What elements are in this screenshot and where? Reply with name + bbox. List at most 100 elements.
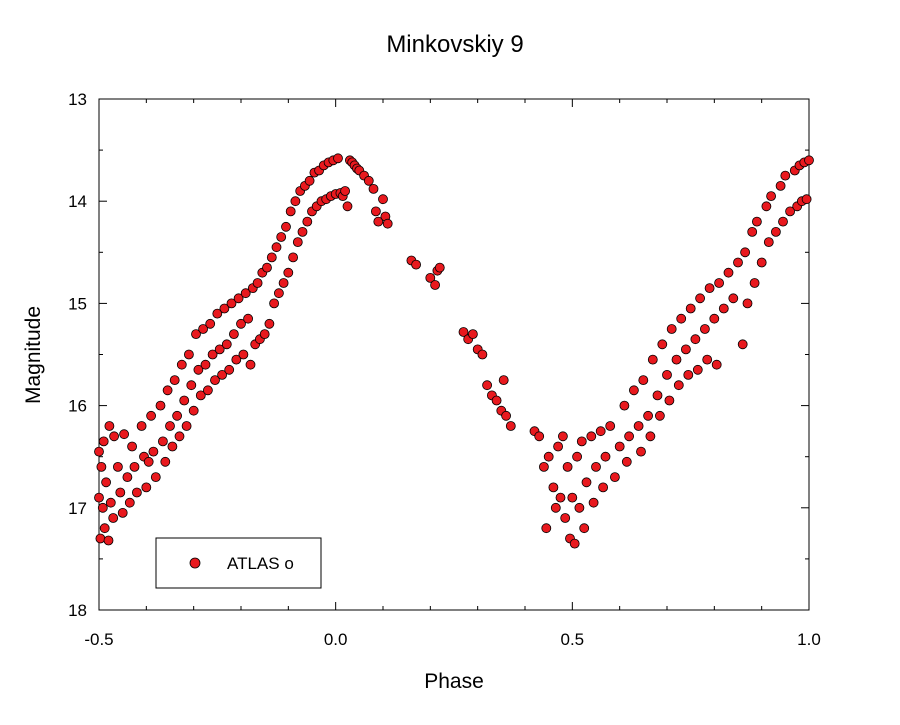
data-point [174, 431, 185, 442]
data-point [718, 303, 729, 314]
data-point [505, 421, 516, 431]
legend: ATLAS o [155, 537, 322, 589]
data-point [105, 497, 116, 508]
data-point [756, 257, 767, 268]
data-point [210, 375, 220, 386]
data-point [477, 349, 488, 360]
data-point [368, 183, 379, 194]
data-point [167, 441, 178, 452]
data-point [647, 354, 658, 365]
data-point [576, 436, 587, 447]
data-point [195, 390, 206, 401]
data-point [198, 324, 209, 334]
data-point [498, 375, 509, 386]
data-point [191, 329, 201, 340]
data-point [752, 216, 762, 227]
legend-marker [189, 557, 201, 569]
data-point [595, 426, 606, 437]
data-point [621, 456, 632, 467]
data-point [266, 252, 277, 263]
chart-title: Minkovskiy 9 [386, 31, 523, 58]
data-point [231, 354, 242, 365]
data-point [605, 421, 616, 431]
data-point [221, 339, 232, 350]
data-point [141, 482, 152, 493]
data-point [600, 451, 611, 462]
data-point [382, 218, 393, 229]
data-point [278, 278, 289, 288]
data-point [124, 497, 135, 508]
data-point [157, 436, 168, 447]
data-point [683, 369, 694, 380]
data-point [200, 359, 211, 370]
y-tick-label: 14 [68, 192, 87, 211]
data-point [723, 267, 734, 278]
data-point [113, 461, 123, 472]
x-tick-label: -0.5 [84, 630, 113, 649]
data-point [804, 155, 814, 166]
data-point [785, 206, 795, 217]
data-point [290, 196, 301, 207]
data-point [240, 288, 251, 299]
data-point [236, 318, 246, 329]
data-point [269, 298, 280, 309]
data-point [728, 293, 739, 304]
data-point [742, 298, 753, 309]
data-point [430, 280, 441, 290]
data-point [778, 216, 788, 227]
data-point [186, 380, 197, 391]
data-point [143, 456, 154, 467]
data-point [127, 441, 138, 452]
data-point [458, 327, 469, 337]
data-point [281, 221, 291, 232]
data-point [217, 369, 228, 380]
data-point [737, 339, 748, 350]
data-point [122, 472, 133, 483]
data-point [681, 344, 691, 355]
data-point [245, 359, 256, 370]
data-point [586, 431, 597, 442]
data-point [183, 349, 194, 360]
data-point [775, 180, 786, 191]
data-point [99, 523, 110, 534]
data-point [212, 308, 223, 319]
axis-ticks: -0.5 0.0 0.5 1.0 13 14 15 16 17 18 [68, 90, 821, 649]
data-point [692, 364, 703, 375]
data-point [96, 461, 107, 472]
data-point [103, 535, 114, 546]
x-tick-label: 0.0 [324, 630, 348, 649]
data-point [214, 344, 225, 355]
data-point [541, 523, 552, 534]
data-point [555, 492, 566, 503]
data-point [333, 153, 343, 164]
data-point [690, 334, 701, 345]
data-point [572, 451, 582, 462]
data-point [664, 395, 675, 406]
x-tick-label: 1.0 [797, 630, 821, 649]
data-point [202, 385, 213, 396]
data-point [652, 390, 663, 401]
data-point [643, 410, 653, 421]
data-point [98, 436, 109, 447]
data-point [633, 421, 644, 431]
data-point [714, 278, 724, 288]
data-point [467, 329, 478, 340]
data-point [378, 194, 388, 205]
data-point [550, 502, 561, 513]
data-point [94, 492, 104, 503]
data-point [588, 497, 599, 508]
data-point [373, 216, 384, 227]
data-point [238, 349, 249, 360]
data-point [740, 247, 750, 258]
data-point [115, 487, 126, 498]
data-points [94, 153, 814, 549]
data-point [304, 175, 315, 186]
plot-frame [98, 98, 810, 611]
data-point [243, 313, 254, 324]
data-point [491, 395, 502, 406]
x-tick-label: 0.5 [561, 630, 585, 649]
data-point [801, 194, 812, 205]
data-point [673, 380, 684, 391]
